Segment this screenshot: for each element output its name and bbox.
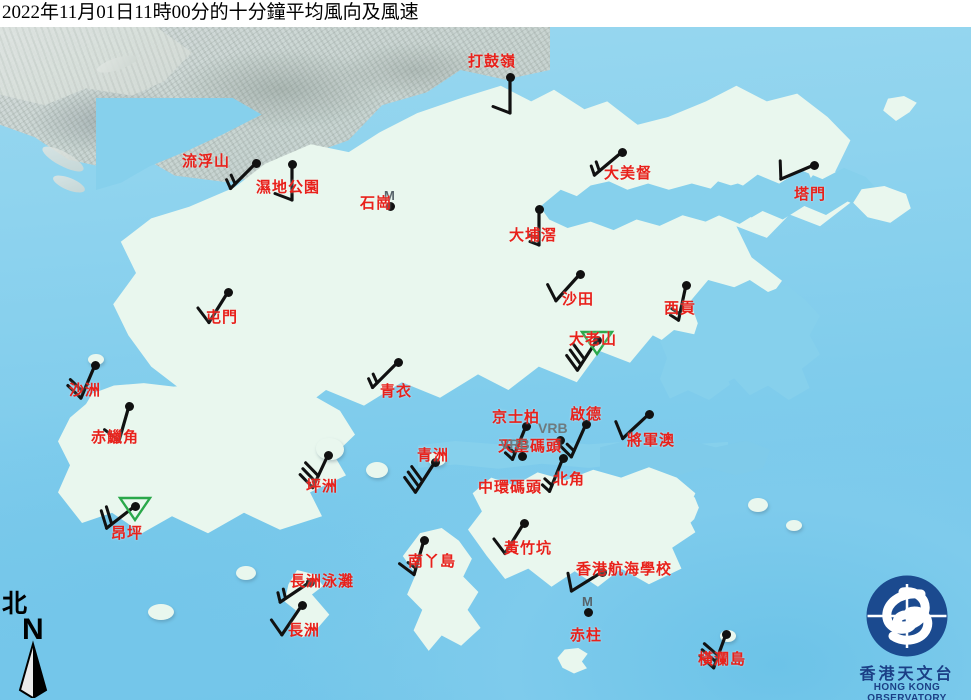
station-dot [287,159,297,169]
station-label: 赤鱲角 [91,430,140,446]
land-soko-islands [148,604,174,620]
station-dot [521,421,531,431]
compass-label-cn: 北 [2,591,28,618]
station-label: 大老山 [569,332,618,348]
station-label: 沙田 [562,292,595,308]
station-dot [517,451,527,461]
missing-data-flag: M [582,594,593,609]
station-label: 中環碼頭 [478,480,543,496]
station-dot [558,453,568,463]
station-dot [592,335,602,345]
station-label: 北角 [553,472,586,488]
variable-wind-flag: VRB [538,420,568,436]
station-label: 將軍澳 [627,433,676,449]
station-label: 香港航海學校 [576,562,673,578]
title-bar: 2022年11月01日11時00分的十分鐘平均風向及風速 [0,0,971,26]
inner-port-shelter [660,330,730,400]
station-dot [223,287,233,297]
hko-emblem-icon [866,575,948,657]
missing-data-flag: M [384,188,395,203]
hko-name-en: HONG KONG OBSERVATORY [867,682,947,700]
station-dot [581,419,591,429]
station-label: 沙洲 [69,383,102,399]
land-shek-kwu-chau [236,566,256,580]
station-dot [583,607,593,617]
station-label: 昂坪 [111,526,144,542]
station-label: 打鼓嶺 [468,54,517,70]
station-label: 青衣 [380,384,413,400]
station-dot [305,577,315,587]
station-dot [323,450,333,460]
station-label: 南丫島 [408,554,457,570]
station-dot [644,409,654,419]
land-tung-lung-chau [677,494,699,527]
hko-logo: 香港天文台 HONG KONG OBSERVATORY [843,572,971,700]
station-label: 流浮山 [182,154,231,170]
station-label: 石崗 [360,196,393,212]
station-label: 青洲 [417,448,450,464]
station-label: 濕地公園 [256,180,321,196]
station-dot [130,501,140,511]
station-dot [419,535,429,545]
compass-label-n: N [22,613,44,646]
station-label: 長洲 [288,623,321,639]
station-dot [597,567,607,577]
land-sha-chau [88,354,104,365]
station-dot [534,204,544,214]
station-dot [809,160,819,170]
station-dot [393,357,403,367]
station-label: 塔門 [794,187,827,203]
station-label: 啟德 [570,407,603,423]
hko-name-cn: 香港天文台 [859,666,955,683]
station-dot [617,147,627,157]
station-label: 橫瀾島 [698,652,747,668]
station-label: 坪洲 [306,479,339,495]
land-hei-ling-chau [366,462,388,478]
station-dot [430,457,440,467]
station-dot [385,201,395,211]
station-dot [505,72,515,82]
land-ninepin-group [748,498,768,512]
variable-wind-flag: VRB [500,436,530,452]
station-dot [681,280,691,290]
title-underlay [0,0,971,27]
station-label: 赤柱 [570,628,603,644]
harbour-east-channel [600,439,770,477]
station-label: 大美督 [604,166,653,182]
station-label: 黃竹坑 [504,541,553,557]
station-dot [90,360,100,370]
compass-rose: 北 N [2,591,72,700]
land-east-ninepin [786,520,802,531]
station-dot [519,518,529,528]
station-label: 京士柏 [492,410,541,426]
page-title: 2022年11月01日11時00分的十分鐘平均風向及風速 [2,2,419,23]
station-dot [555,435,565,445]
station-dot [124,401,134,411]
station-dot [251,158,261,168]
station-dot [721,629,731,639]
station-label: 西貢 [664,301,697,317]
station-label: 屯門 [206,310,239,326]
station-dot [575,269,585,279]
station-label: 長洲泳灘 [290,574,355,590]
station-label: 大埔滘 [509,228,558,244]
station-dot [297,600,307,610]
